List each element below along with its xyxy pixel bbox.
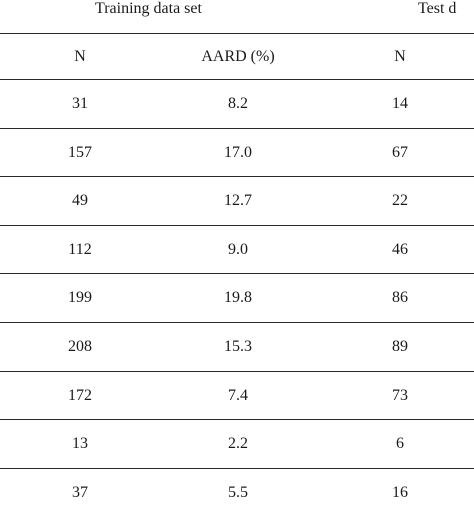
cell-n-test: 16 [392, 483, 408, 501]
cell-n-test: 86 [392, 289, 408, 307]
row-divider [0, 273, 474, 275]
cell-aard-training: 15.3 [224, 338, 252, 355]
table-row: 208 15.3 89 [0, 323, 474, 371]
header-divider [0, 33, 474, 34]
cell-aard-training: 2.2 [228, 435, 248, 453]
cell-aard-training: 5.5 [228, 483, 248, 501]
cell-n-training: 208 [68, 338, 92, 355]
column-header-row: N AARD (%) N [0, 33, 474, 81]
table-row: 112 9.0 46 [0, 226, 474, 274]
training-data-set-header: Training data set [95, 0, 202, 17]
row-divider [0, 419, 474, 421]
table-row: 31 8.2 14 [0, 80, 474, 128]
table-row: 172 7.4 73 [0, 372, 474, 420]
group-header-row: Training data set Test d [0, 0, 474, 34]
cell-aard-training: 17.0 [224, 143, 252, 161]
cell-n-test: 89 [392, 338, 408, 355]
column-header-divider [0, 79, 474, 80]
cell-n-training: 199 [68, 289, 92, 307]
cell-aard-training: 7.4 [228, 386, 248, 404]
table-row: 157 17.0 67 [0, 129, 474, 177]
cell-n-test: 73 [392, 386, 408, 404]
cell-n-test: 6 [396, 435, 404, 453]
cell-n-test: 67 [392, 143, 408, 161]
cell-aard-training: 9.0 [228, 240, 248, 258]
row-divider [0, 370, 474, 372]
cell-n-training: 112 [68, 240, 92, 258]
cell-n-training: 31 [72, 95, 88, 112]
cell-n-test: 46 [392, 240, 408, 258]
cell-aard-training: 19.8 [224, 289, 252, 307]
cell-n-training: 157 [68, 143, 92, 161]
row-divider [0, 322, 474, 323]
row-divider [0, 224, 474, 226]
cell-aard-training: 12.7 [224, 192, 252, 210]
column-header-n-test: N [394, 48, 406, 65]
table-row: 199 19.8 86 [0, 274, 474, 322]
column-header-n-training: N [74, 48, 86, 65]
test-data-set-header: Test d [418, 0, 457, 17]
cell-n-training: 172 [68, 386, 92, 404]
row-divider [0, 467, 474, 469]
cell-n-test: 14 [392, 95, 408, 112]
table-row: 49 12.7 22 [0, 177, 474, 225]
cell-n-training: 37 [72, 483, 88, 501]
row-divider [0, 127, 474, 129]
row-divider [0, 176, 474, 178]
cell-n-training: 49 [72, 192, 88, 210]
table-row: 13 2.2 6 [0, 420, 474, 468]
table-row: 37 5.5 16 [0, 469, 474, 517]
cell-n-training: 13 [72, 435, 88, 453]
column-header-aard-training: AARD (%) [201, 48, 275, 65]
cell-aard-training: 8.2 [228, 95, 248, 112]
cell-n-test: 22 [392, 192, 408, 210]
results-table: Training data set Test d N AARD (%) N 31… [0, 0, 474, 501]
